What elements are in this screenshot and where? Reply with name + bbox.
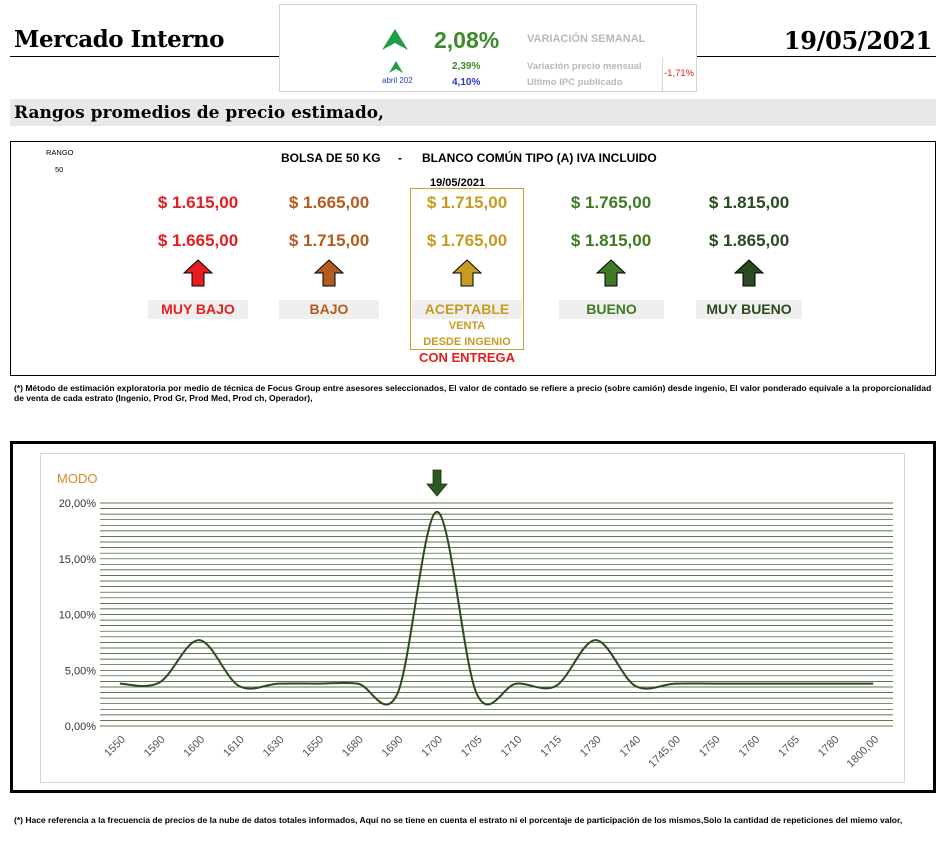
bueno-low-price: $ 1.765,00 <box>570 193 652 212</box>
y-tick-label: 5,00% <box>65 665 96 677</box>
up-arrow-icon <box>596 259 626 287</box>
x-tick-label: 1800,00 <box>845 734 882 771</box>
x-tick-label: 1750 <box>697 734 723 760</box>
weekly-variation-value: 2,08% <box>434 27 500 53</box>
section-subtitle: Rangos promedios de precio estimado, <box>14 103 384 123</box>
muy-bueno-high-price: $ 1.865,00 <box>708 231 790 250</box>
range-label: RANGO <box>46 148 74 157</box>
x-tick-label: 1730 <box>578 734 604 760</box>
x-tick-label: 1740 <box>618 734 644 760</box>
diff-cell <box>662 58 697 92</box>
y-tick-label: 10,00% <box>59 610 97 622</box>
diff-value: -1,71% <box>664 68 695 79</box>
x-tick-label: 1760 <box>737 734 763 760</box>
up-arrow-icon <box>452 259 482 287</box>
aceptable-label: ACEPTABLE <box>412 300 522 319</box>
up-arrow-icon <box>734 259 764 287</box>
x-tick-label: 1600 <box>181 734 207 760</box>
methodology-note: (*) Método de estimación exploratoria po… <box>14 383 932 403</box>
aceptable-low-price: $ 1.715,00 <box>426 193 508 212</box>
y-tick-label: 15,00% <box>59 554 97 566</box>
delivery-label: CON ENTREGA <box>418 350 516 365</box>
acceptable-highlight <box>410 188 524 350</box>
chart-area <box>40 453 905 783</box>
ipc-value: 4,10% <box>452 77 481 88</box>
x-tick-label: 1650 <box>300 734 326 760</box>
x-tick-label: 1745,00 <box>646 734 683 771</box>
x-tick-label: 1780 <box>816 734 842 760</box>
page-title: Mercado Interno <box>14 26 224 53</box>
x-tick-label: 1765 <box>776 734 802 760</box>
chart-frame <box>10 441 936 793</box>
sale-line1: VENTA <box>448 320 486 332</box>
bajo-low-price: $ 1.665,00 <box>288 193 370 212</box>
ipc-label: Ultimo IPC publicado <box>527 77 623 88</box>
x-tick-label: 1710 <box>499 734 525 760</box>
x-tick-label: 1700 <box>419 734 445 760</box>
range-value: 50 <box>55 165 64 174</box>
bueno-label: BUENO <box>559 300 664 319</box>
sale-line2: DESDE INGENIO <box>423 336 511 348</box>
bajo-high-price: $ 1.715,00 <box>288 231 370 250</box>
x-tick-label: 1610 <box>221 734 247 760</box>
muy-bueno-label: MUY BUENO <box>696 300 802 319</box>
chart-gridlines <box>100 502 893 727</box>
muy-bajo-low-price: $ 1.615,00 <box>157 193 239 212</box>
muy-bajo-high-price: $ 1.665,00 <box>157 231 239 250</box>
series-line <box>119 510 874 706</box>
muy-bueno-low-price: $ 1.815,00 <box>708 193 790 212</box>
range-date: 19/05/2021 <box>430 177 486 189</box>
x-tick-label: 1630 <box>261 734 287 760</box>
monthly-variation-label: Variación precio mensual <box>527 61 642 72</box>
monthly-variation-value: 2,39% <box>452 61 481 72</box>
y-tick-label: 0,00% <box>65 721 96 733</box>
weekly-up-arrow-icon <box>382 29 408 50</box>
up-arrow-icon <box>183 259 213 287</box>
aceptable-high-price: $ 1.765,00 <box>426 231 508 250</box>
product-separator: - <box>398 151 402 165</box>
x-tick-label: 1715 <box>538 734 564 760</box>
variation-panel <box>279 4 697 92</box>
bajo-label: BAJO <box>279 300 379 319</box>
monthly-up-arrow-icon <box>389 61 403 73</box>
muy-bajo-label: MUY BAJO <box>148 300 248 319</box>
x-tick-label: 1705 <box>459 734 485 760</box>
x-tick-label: 1550 <box>102 734 128 760</box>
up-arrow-icon <box>314 259 344 287</box>
report-date: 19/05/2021 <box>783 26 932 55</box>
bueno-high-price: $ 1.815,00 <box>570 231 652 250</box>
weekly-variation-label: VARIACIÓN SEMANAL <box>527 33 646 45</box>
y-tick-label: 20,00% <box>59 498 97 510</box>
product-label: BOLSA DE 50 KG <box>281 151 381 165</box>
month-label: abril 202 <box>382 76 413 85</box>
subtitle-bar <box>10 99 936 126</box>
mode-down-arrow-icon <box>426 469 448 497</box>
x-tick-label: 1680 <box>340 734 366 760</box>
x-tick-label: 1690 <box>380 734 406 760</box>
price-range-panel <box>10 141 936 376</box>
frequency-note: (*) Hace referencia a la frecuencia de p… <box>14 815 903 825</box>
product-description: BLANCO COMÚN TIPO (A) IVA INCLUIDO <box>422 151 657 165</box>
x-tick-label: 1590 <box>142 734 168 760</box>
chart-title: MODO <box>57 471 98 486</box>
